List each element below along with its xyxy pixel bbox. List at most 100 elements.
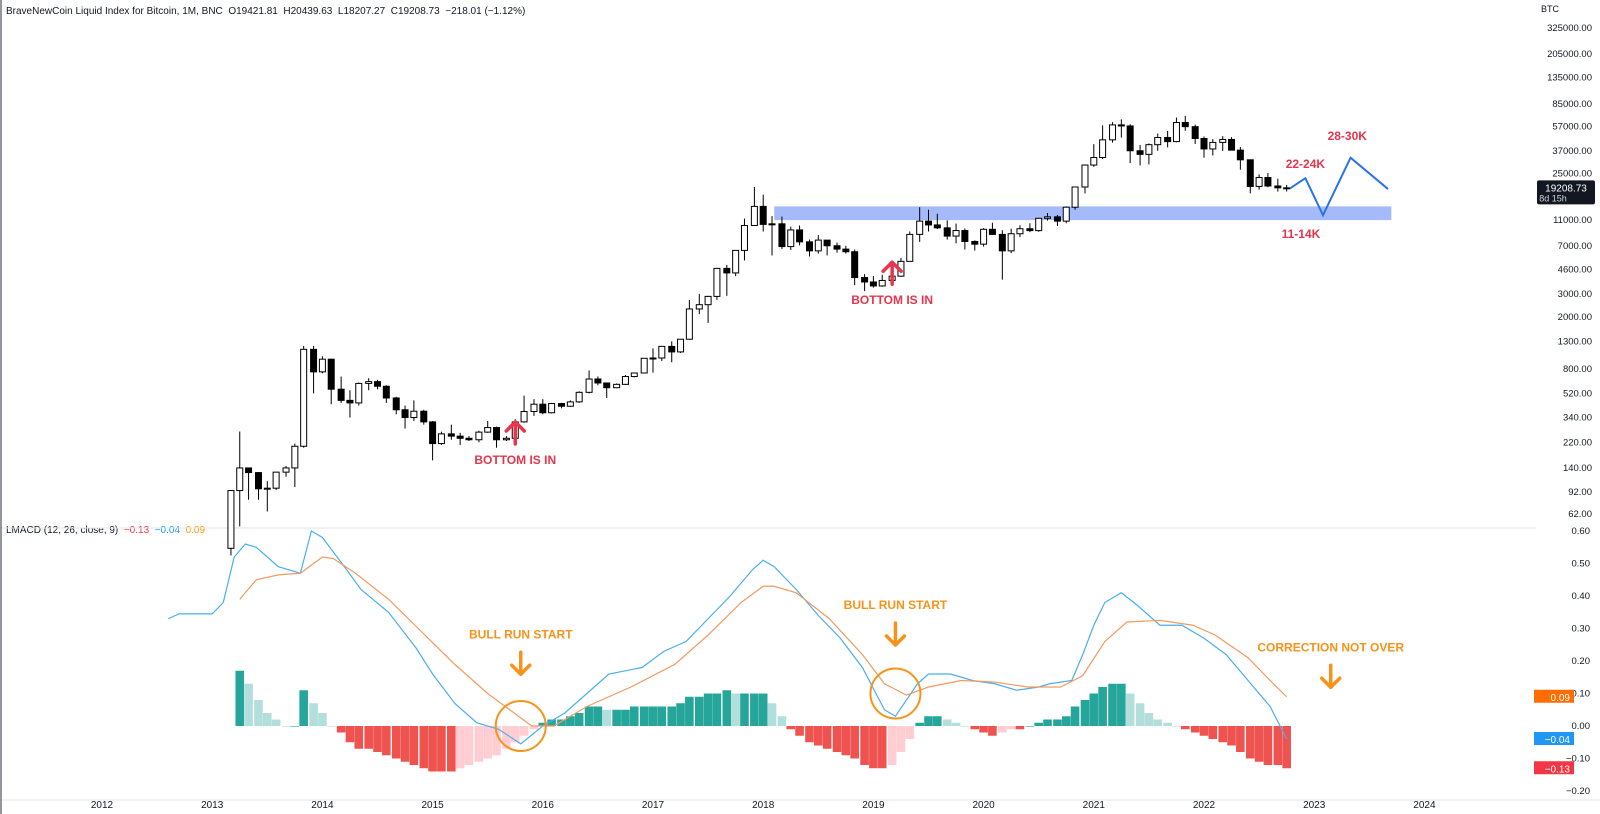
- candle: [245, 467, 253, 500]
- candle-body-down: [1026, 228, 1034, 232]
- candle: [1172, 117, 1180, 143]
- histogram-bar: [602, 709, 612, 726]
- candle: [420, 409, 428, 425]
- histogram-bar: [767, 703, 777, 726]
- histogram-bar: [400, 726, 410, 762]
- candle: [530, 399, 538, 416]
- candle-body-up: [980, 228, 988, 245]
- candle-body-down: [1228, 138, 1236, 151]
- histogram-bar: [1282, 726, 1291, 769]
- arrow-down-icon: [1319, 663, 1342, 689]
- histogram-bar: [1125, 693, 1135, 726]
- candle-body-down: [1283, 187, 1291, 190]
- price-tick-label: 3000.00: [1558, 289, 1592, 300]
- candle: [1274, 178, 1282, 192]
- histogram-bar: [877, 726, 887, 769]
- candle-body-down: [401, 409, 409, 419]
- macd-tick-label: 0.60: [1572, 526, 1591, 537]
- histogram-bar: [254, 700, 263, 726]
- projection-line: [1289, 156, 1389, 218]
- candle: [961, 228, 969, 250]
- histogram-bar: [869, 726, 878, 769]
- candle-body-up: [1016, 228, 1024, 235]
- symbol-name: BraveNewCoin Liquid Index for Bitcoin, 1…: [6, 6, 223, 17]
- price-annotation-label: 22-24K: [1286, 157, 1326, 171]
- open-value: O19421.81: [228, 6, 278, 17]
- candle-body-down: [456, 435, 464, 439]
- candle: [1209, 139, 1217, 156]
- candle-body-down: [998, 233, 1006, 252]
- candle-body-down: [823, 239, 831, 247]
- histogram-bar: [1263, 726, 1273, 765]
- histogram-bar: [805, 726, 814, 743]
- price-tick-label: 92.00: [1568, 487, 1592, 498]
- candle-body-down: [861, 277, 869, 283]
- candle: [658, 345, 666, 362]
- candle: [1007, 228, 1015, 254]
- crossover-circle: [494, 700, 547, 752]
- histogram-bar: [1108, 683, 1117, 726]
- histogram-bar: [915, 722, 924, 726]
- candle: [980, 228, 988, 247]
- arrow-down-icon: [510, 650, 532, 676]
- candle-body-down: [1053, 216, 1061, 222]
- histogram-bar: [1190, 726, 1200, 733]
- histogram-bar: [740, 693, 749, 726]
- candle-body-up: [1209, 141, 1217, 150]
- histogram-bar: [345, 726, 355, 743]
- candle: [925, 209, 932, 232]
- histogram-bar: [1061, 716, 1071, 726]
- candle: [713, 267, 721, 300]
- year-tick-label: 2024: [1413, 800, 1436, 811]
- candle: [282, 465, 290, 477]
- candle: [1154, 133, 1162, 151]
- time-axis: 2012 2013 2014 2015 2016 2017 2018 2019 2020 2021…: [91, 800, 1436, 811]
- price-tick-label: 1300.00: [1558, 336, 1592, 347]
- price-tick-label: 37000.00: [1552, 146, 1592, 157]
- histogram-bar: [960, 726, 970, 727]
- candle-body-up: [227, 490, 235, 549]
- histogram-bar: [621, 709, 630, 726]
- macd-tick-label: −0.10: [1566, 754, 1590, 765]
- candle-body-down: [943, 227, 951, 237]
- candle-body-down: [1191, 126, 1199, 139]
- candle-body-up: [566, 401, 574, 407]
- candle: [778, 216, 786, 250]
- histogram-bar: [354, 726, 364, 749]
- price-tick-label: 220.00: [1563, 437, 1592, 448]
- histogram-bar: [574, 713, 584, 726]
- candle: [1136, 144, 1144, 166]
- candle: [630, 372, 638, 378]
- histogram-bar: [832, 726, 842, 752]
- candle: [768, 216, 776, 256]
- candle-body-up: [1035, 217, 1043, 232]
- candle-body-up: [685, 308, 693, 340]
- candle-body-up: [548, 403, 556, 414]
- candle-body-up: [236, 467, 244, 492]
- candle-body-down: [1117, 124, 1125, 127]
- candle: [254, 472, 262, 500]
- candle-body-down: [447, 433, 455, 437]
- macd-annotation-label: BULL RUN START: [844, 598, 948, 612]
- histogram-bar: [850, 726, 859, 759]
- candle-body-down: [851, 251, 859, 279]
- candle-body-down: [1164, 136, 1172, 143]
- candle-body-up: [1062, 206, 1070, 222]
- histogram-bar: [712, 693, 722, 726]
- signal-badge: 0.09: [1551, 693, 1571, 704]
- candle: [1016, 225, 1024, 238]
- arrow-down-icon: [884, 621, 907, 647]
- arrow-up-icon: [881, 260, 903, 286]
- histogram-bar: [281, 726, 291, 727]
- candle-body-up: [263, 487, 271, 490]
- histogram-bar: [1144, 713, 1154, 726]
- histogram-bar: [529, 726, 539, 730]
- candle-body-up: [814, 239, 822, 252]
- year-tick-label: 2014: [311, 800, 334, 811]
- histogram-bar: [566, 716, 575, 726]
- candle-body-down: [961, 230, 969, 242]
- candle: [575, 391, 583, 403]
- last-price-label: 19208.73: [1545, 183, 1587, 194]
- histogram-bar: [1080, 700, 1090, 726]
